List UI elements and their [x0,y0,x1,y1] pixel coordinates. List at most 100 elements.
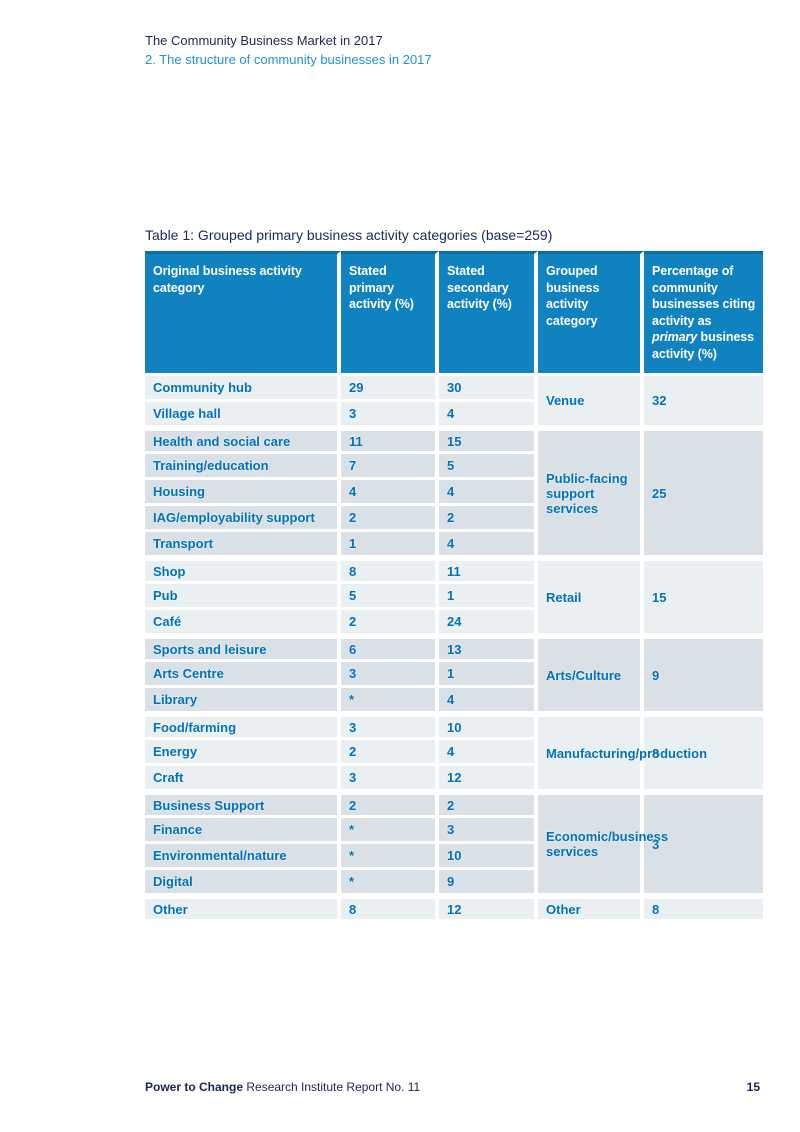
cell-activity: Transport [145,532,341,558]
cell-secondary-pct: 4 [439,402,538,428]
table-row: Transport 1 4 [145,532,763,558]
cell-primary-pct: 6 [341,636,439,662]
cell-group-name: Arts/Culture [538,636,644,714]
cell-group-name: Public-facing support services [538,428,644,558]
table-row: Library * 4 [145,688,763,714]
column-header-grouped-category: Grouped business activity category [538,251,644,376]
cell-primary-pct: 3 [341,766,439,792]
cell-primary-pct: * [341,844,439,870]
running-header: The Community Business Market in 2017 2.… [145,31,432,69]
column-header-original-category: Original business activity category [145,251,341,376]
cell-secondary-pct: 1 [439,662,538,688]
cell-group-pct: 32 [644,376,763,428]
table-caption: Table 1: Grouped primary business activi… [145,227,553,243]
cell-primary-pct: 2 [341,740,439,766]
cell-primary-pct: 8 [341,896,439,922]
cell-group-pct: 15 [644,558,763,636]
table-row: Café 2 24 [145,610,763,636]
cell-activity: Village hall [145,402,341,428]
table-row: Food/farming 3 10 Manufacturing/producti… [145,714,763,792]
cell-primary-pct: 1 [341,532,439,558]
cell-group-pct: 8 [644,896,763,922]
cell-primary-pct: 29 [341,376,439,402]
cell-secondary-pct: 1 [439,584,538,610]
table-row: Arts Centre 3 1 [145,662,763,688]
cell-activity: Finance [145,818,341,844]
cell-group-name: Other [538,896,644,922]
cell-activity: Business Support [145,792,341,818]
cell-activity: Housing [145,480,341,506]
cell-activity: Craft [145,766,341,792]
cell-activity: Shop [145,558,341,584]
table-row: Business Support 2 2 Economic/business s… [145,792,763,896]
cell-activity: Energy [145,740,341,766]
cell-primary-pct: 3 [341,662,439,688]
cell-secondary-pct: 4 [439,740,538,766]
cell-secondary-pct: 12 [439,896,538,922]
cell-primary-pct: 3 [341,402,439,428]
cell-group-name: Retail [538,558,644,636]
activity-table: Original business activity category Stat… [145,251,763,922]
header-text-post: business activity (%) [652,330,754,361]
table-row: Environmental/nature * 10 [145,844,763,870]
cell-secondary-pct: 4 [439,532,538,558]
column-header-grouped-percentage: Percentage of community businesses citin… [644,251,763,376]
page-number: 15 [746,1080,760,1094]
cell-secondary-pct: 4 [439,688,538,714]
cell-primary-pct: 4 [341,480,439,506]
cell-secondary-pct: 2 [439,506,538,532]
cell-secondary-pct: 11 [439,558,538,584]
cell-secondary-pct: 4 [439,480,538,506]
table-row: Finance * 3 [145,818,763,844]
cell-activity: Food/farming [145,714,341,740]
table-row: Craft 3 12 [145,766,763,792]
cell-activity: Sports and leisure [145,636,341,662]
table-row: IAG/employability support 2 2 [145,506,763,532]
cell-activity: Other [145,896,341,922]
column-header-primary-activity: Stated primary activity (%) [341,251,439,376]
table-row: Housing 4 4 [145,480,763,506]
table-row: Village hall 3 4 [145,402,763,428]
table-row: Energy 2 4 [145,740,763,766]
table-row: Health and social care 11 15 Public-faci… [145,428,763,558]
report-series: Research Institute Report No. 11 [243,1080,421,1094]
cell-secondary-pct: 15 [439,428,538,454]
table-row: Digital * 9 [145,870,763,896]
column-header-secondary-activity: Stated secondary activity (%) [439,251,538,376]
cell-primary-pct: 2 [341,792,439,818]
cell-activity: Digital [145,870,341,896]
cell-primary-pct: 2 [341,610,439,636]
cell-primary-pct: 7 [341,454,439,480]
header-text-pre: Percentage of community businesses citin… [652,264,756,328]
cell-activity: Café [145,610,341,636]
cell-activity: Arts Centre [145,662,341,688]
table-row: Shop 8 11 Retail 15 [145,558,763,636]
cell-group-name: Venue [538,376,644,428]
cell-primary-pct: 8 [341,558,439,584]
cell-group-pct: 9 [644,636,763,714]
cell-activity: Community hub [145,376,341,402]
cell-primary-pct: 5 [341,584,439,610]
cell-activity: IAG/employability support [145,506,341,532]
cell-secondary-pct: 3 [439,818,538,844]
cell-secondary-pct: 12 [439,766,538,792]
cell-primary-pct: * [341,870,439,896]
cell-secondary-pct: 5 [439,454,538,480]
cell-secondary-pct: 10 [439,844,538,870]
cell-activity: Library [145,688,341,714]
table-header-row: Original business activity category Stat… [145,251,763,376]
cell-group-name: Economic/business services [538,792,668,896]
report-title: The Community Business Market in 2017 [145,33,383,48]
cell-activity: Training/education [145,454,341,480]
cell-group-pct: 25 [644,428,763,558]
cell-secondary-pct: 13 [439,636,538,662]
cell-primary-pct: 11 [341,428,439,454]
cell-activity: Pub [145,584,341,610]
cell-group-pct: 3 [644,792,763,896]
cell-activity: Environmental/nature [145,844,341,870]
chapter-heading: 2. The structure of community businesses… [145,52,432,67]
table-row: Pub 5 1 [145,584,763,610]
cell-primary-pct: * [341,688,439,714]
table-row: Other 8 12 Other 8 [145,896,763,922]
